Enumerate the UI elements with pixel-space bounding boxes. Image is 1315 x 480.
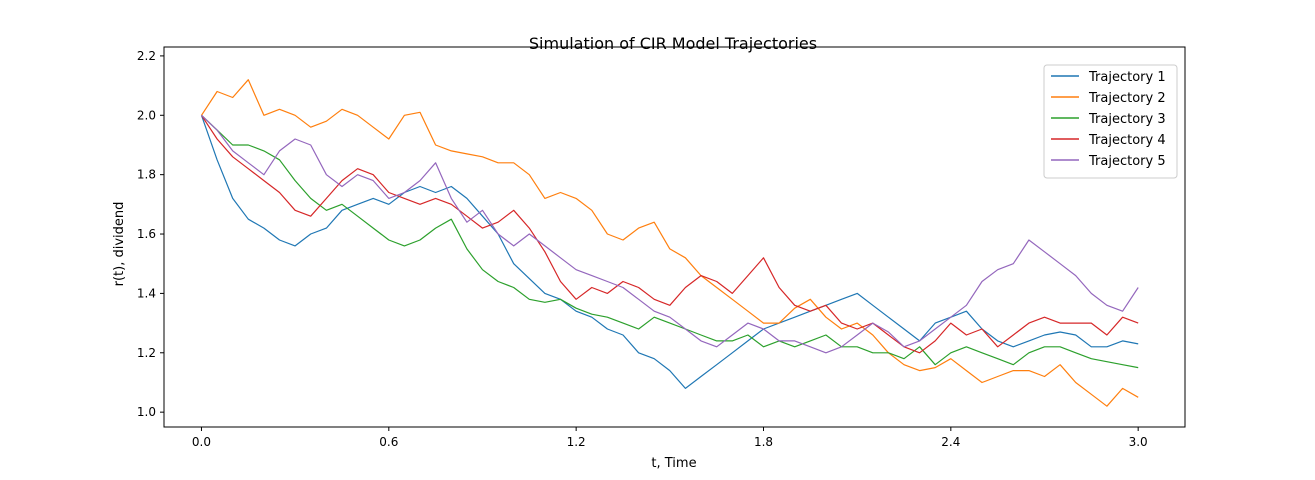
x-tick-label: 1.8	[754, 435, 773, 449]
y-tick-label: 1.6	[137, 227, 156, 241]
series-line-4	[200, 114, 1139, 354]
chart-title: Simulation of CIR Model Trajectories	[529, 34, 817, 53]
y-tick-label: 1.8	[137, 168, 156, 182]
x-axis: 0.0 0.6 1.2 1.8 2.4 3.0	[192, 427, 1148, 449]
x-axis-label: t, Time	[651, 456, 696, 471]
series-line-3	[201, 114, 1139, 369]
plot-series	[200, 79, 1139, 407]
legend-label: Trajectory 3	[1088, 112, 1166, 127]
x-tick-label: 3.0	[1129, 435, 1148, 449]
legend-label: Trajectory 1	[1088, 70, 1166, 85]
x-tick-label: 0.6	[379, 435, 398, 449]
y-axis: 1.0 1.2 1.4 1.6 1.8 2.0 2.2	[137, 49, 164, 419]
y-axis-label: r(t), dividend	[112, 202, 127, 287]
x-tick-label: 0.0	[192, 435, 211, 449]
y-tick-label: 2.0	[137, 108, 156, 122]
legend-label: Trajectory 5	[1088, 154, 1166, 169]
legend-label: Trajectory 2	[1088, 91, 1166, 106]
legend: Trajectory 1 Trajectory 2 Trajectory 3 Traj…	[1043, 64, 1178, 179]
series-line-1	[200, 115, 1139, 389]
y-tick-label: 1.4	[137, 286, 156, 300]
legend-box	[1043, 64, 1178, 179]
y-tick-label: 1.0	[137, 405, 156, 419]
plot-frame	[163, 46, 1186, 428]
series-line-5	[201, 114, 1139, 354]
x-tick-label: 1.2	[567, 435, 586, 449]
x-tick-label: 2.4	[941, 435, 960, 449]
legend-label: Trajectory 4	[1088, 133, 1166, 148]
y-tick-label: 2.2	[137, 49, 156, 63]
y-tick-label: 1.2	[137, 346, 156, 360]
series-line-2	[200, 79, 1139, 407]
